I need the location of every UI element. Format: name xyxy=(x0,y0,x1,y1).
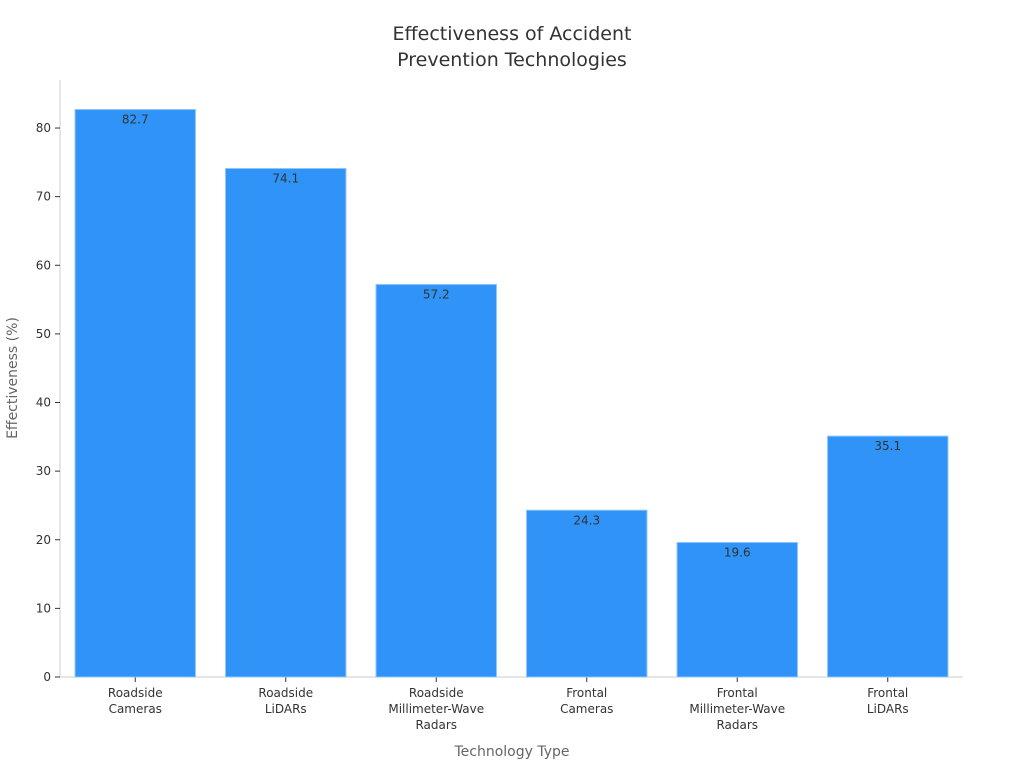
chart-title: Effectiveness of Accident Prevention Tech… xyxy=(393,23,632,71)
data-label: 74.1 xyxy=(272,172,299,186)
data-label: 24.3 xyxy=(573,513,600,527)
y-tick-label: 50 xyxy=(36,327,51,341)
x-tick-label: Frontal Millimeter-Wave Radars xyxy=(689,686,785,732)
bar xyxy=(526,509,648,678)
bar xyxy=(676,542,798,678)
y-tick-label: 70 xyxy=(36,190,51,204)
y-tick-label: 10 xyxy=(36,601,51,615)
y-tick-label: 40 xyxy=(36,396,51,410)
x-tick-label: Frontal Cameras xyxy=(560,686,613,716)
y-tick-label: 30 xyxy=(36,464,51,478)
data-label: 35.1 xyxy=(874,439,901,453)
y-tick-label: 80 xyxy=(36,121,51,135)
data-label: 19.6 xyxy=(724,546,751,560)
bar xyxy=(827,435,949,678)
x-tick-label: Roadside Cameras xyxy=(108,686,163,716)
y-axis-label: Effectiveness (%) xyxy=(5,317,21,439)
bar xyxy=(74,109,196,678)
bar xyxy=(225,168,347,678)
data-label: 57.2 xyxy=(423,287,450,301)
data-label: 82.7 xyxy=(122,113,149,127)
x-axis-label: Technology Type xyxy=(453,744,569,760)
y-tick-label: 0 xyxy=(43,670,51,684)
x-tick-label: Roadside LiDARs xyxy=(258,686,313,716)
x-tick-label: Roadside Millimeter-Wave Radars xyxy=(388,686,484,732)
y-tick-label: 20 xyxy=(36,533,51,547)
bar xyxy=(375,283,497,678)
x-tick-label: Frontal LiDARs xyxy=(867,686,909,716)
y-tick-label: 60 xyxy=(36,258,51,272)
